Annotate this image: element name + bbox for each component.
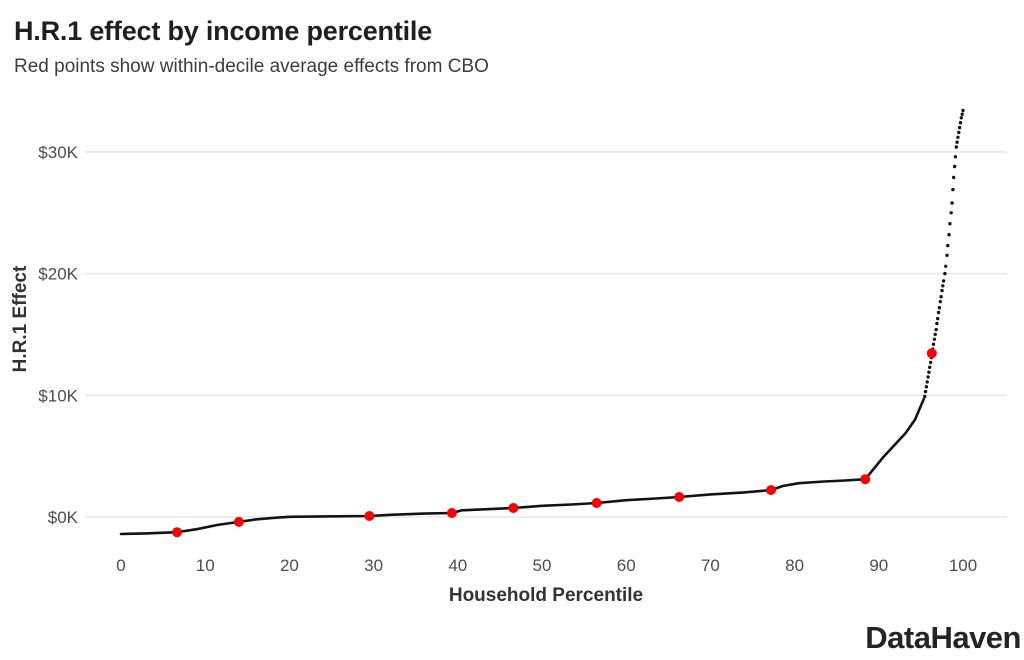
percentile-dot <box>952 175 956 180</box>
percentile-dot <box>958 121 963 125</box>
percentile-dot <box>945 253 949 257</box>
chart-subtitle: Red points show within-decile average ef… <box>14 56 489 77</box>
percentile-dot <box>949 211 953 215</box>
x-tick-label: 20 <box>280 556 299 575</box>
decile-average-point <box>674 492 685 502</box>
percentile-dot <box>937 306 942 310</box>
decile-average-point <box>766 485 776 496</box>
percentile-dot <box>924 385 929 389</box>
x-tick-label: 60 <box>617 556 636 575</box>
y-axis-title: H.R.1 Effect <box>10 265 31 373</box>
percentile-dot <box>936 310 941 315</box>
decile-average-point <box>508 503 519 513</box>
x-tick-label: 100 <box>949 556 977 575</box>
percentile-dot <box>947 233 951 237</box>
percentile-dot <box>939 295 943 299</box>
percentile-dot <box>923 389 928 394</box>
y-tick-label: $30K <box>38 143 78 162</box>
percentile-dot <box>957 125 962 130</box>
percentile-dot <box>938 299 942 304</box>
x-tick-label: 90 <box>869 556 888 575</box>
chart-title: H.R.1 effect by income percentile <box>14 16 433 46</box>
percentile-dot <box>951 187 955 192</box>
decile-average-point <box>233 516 244 527</box>
percentile-dot <box>940 288 944 293</box>
y-tick-label: $20K <box>38 265 78 284</box>
percentile-dot <box>941 279 946 283</box>
effect-line <box>119 397 926 536</box>
percentile-dot <box>928 360 933 365</box>
x-tick-label: 70 <box>701 556 720 575</box>
percentile-dot <box>932 337 937 341</box>
decile-average-point <box>364 511 375 521</box>
y-tick-label: $10K <box>38 386 78 405</box>
percentile-dot <box>957 130 961 135</box>
x-tick-label: 10 <box>196 556 215 575</box>
percentile-dot <box>943 271 947 276</box>
decile-average-point <box>446 508 457 518</box>
decile-average-point <box>926 348 937 359</box>
percentile-dot <box>954 145 958 149</box>
percentile-dot <box>933 332 937 337</box>
percentile-dot <box>959 116 963 120</box>
percentile-dot <box>944 264 948 268</box>
percentile-dot <box>926 375 930 379</box>
percentile-dot <box>935 321 939 326</box>
percentile-dot <box>931 342 936 346</box>
percentile-dot <box>934 327 938 332</box>
percentile-dot <box>960 112 964 116</box>
x-axis-title: Household Percentile <box>448 585 644 606</box>
x-tick-label: 0 <box>116 556 125 575</box>
datahaven-logo: DataHaven <box>865 620 1021 655</box>
percentile-dot <box>946 243 950 248</box>
x-tick-label: 30 <box>364 556 383 575</box>
percentile-dot <box>925 380 929 384</box>
percentile-dot <box>950 201 954 205</box>
percentile-dot <box>953 155 958 159</box>
y-tick-label: $0K <box>48 508 79 527</box>
percentile-dot <box>948 222 952 226</box>
percentile-dot <box>928 365 932 369</box>
decile-average-point <box>591 498 602 508</box>
percentile-dot <box>961 108 965 113</box>
x-tick-label: 50 <box>533 556 552 575</box>
x-tick-label: 80 <box>785 556 804 575</box>
percentile-dot <box>952 164 957 169</box>
percentile-dot <box>936 316 940 321</box>
percentile-dot <box>941 284 945 288</box>
percentile-dot <box>955 140 959 144</box>
percentile-dot <box>956 135 960 139</box>
percentile-dot <box>927 370 931 374</box>
decile-average-point <box>860 474 871 485</box>
decile-average-point <box>172 527 182 538</box>
x-tick-label: 40 <box>448 556 467 575</box>
percentile-dot <box>923 394 927 399</box>
